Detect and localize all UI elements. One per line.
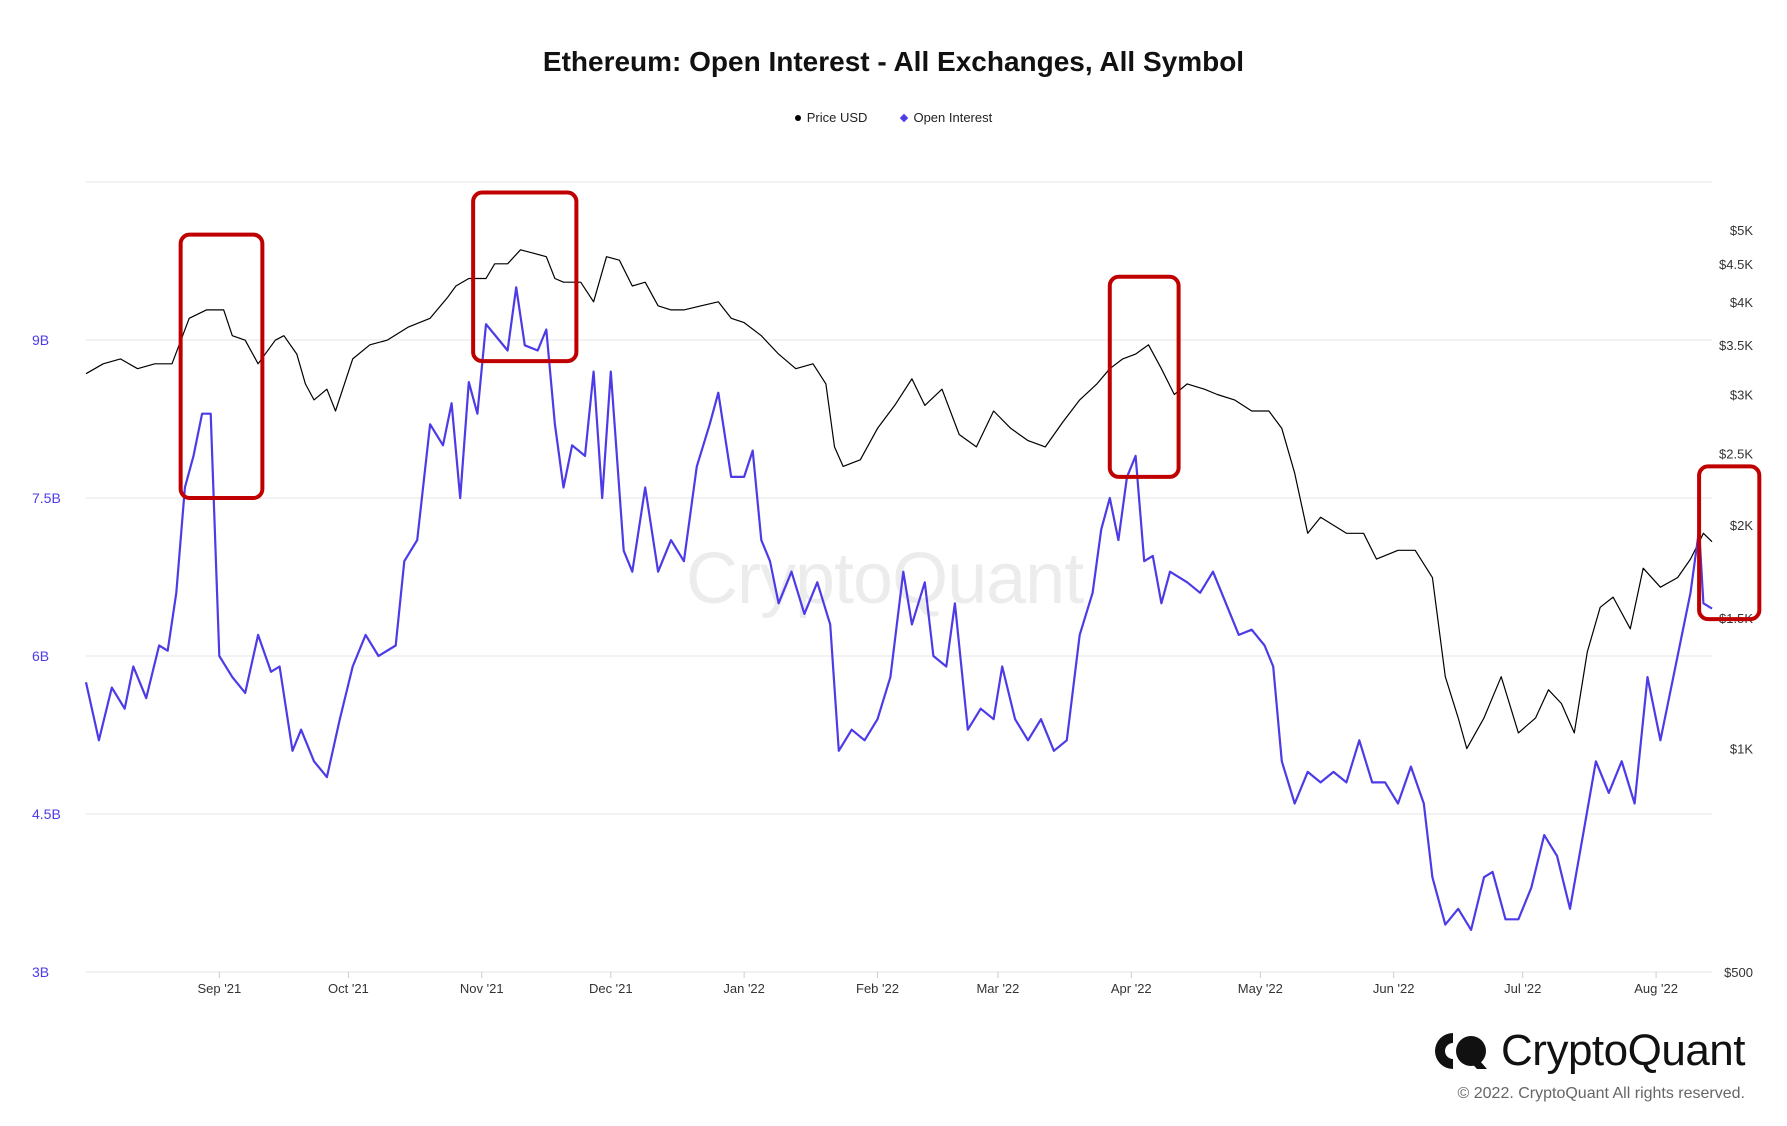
right-axis-tick-label: $2.5K — [1719, 446, 1753, 461]
x-tick-label: Apr '22 — [1111, 981, 1152, 996]
left-axis-tick-label: 9B — [32, 332, 49, 348]
right-axis-tick-label: $1K — [1730, 742, 1753, 757]
x-tick-label: Nov '21 — [460, 981, 504, 996]
left-axis-tick-label: 3B — [32, 964, 49, 980]
copyright-text: © 2022. CryptoQuant All rights reserved. — [1457, 1085, 1745, 1102]
x-tick-label: Jun '22 — [1373, 981, 1415, 996]
x-tick-label: Aug '22 — [1634, 981, 1678, 996]
legend-item-price[interactable]: Price USD — [794, 110, 868, 125]
highlight-box — [471, 190, 579, 364]
chart-title: Ethereum: Open Interest - All Exchanges,… — [542, 46, 1245, 77]
axis-layer: 3B4.5B6B7.5B9B$500$1K$1.5K$2K$2.5K$3K$3.… — [32, 223, 1753, 996]
highlight-box — [178, 232, 265, 501]
x-tick-label: Jul '22 — [1504, 981, 1541, 996]
annotation-layer — [178, 190, 1762, 622]
legend-label-open-interest: Open Interest — [913, 110, 993, 125]
x-tick-label: Mar '22 — [976, 981, 1019, 996]
x-tick-label: Sep '21 — [198, 981, 242, 996]
highlight-box — [1107, 274, 1181, 479]
series-layer — [84, 249, 1713, 931]
brand-name: CryptoQuant — [1501, 1026, 1745, 1075]
right-axis-tick-label: $5K — [1730, 223, 1753, 238]
price-usd-line — [85, 249, 1713, 750]
right-axis-tick-label: $3K — [1730, 387, 1753, 402]
grid-layer — [86, 181, 1712, 973]
open-interest-line — [84, 286, 1713, 931]
x-tick-label: May '22 — [1238, 981, 1283, 996]
legend-item-open-interest[interactable]: Open Interest — [900, 110, 993, 125]
highlight-box — [1697, 464, 1762, 622]
left-axis-tick-label: 7.5B — [32, 490, 61, 506]
right-axis-tick-label: $4K — [1730, 295, 1753, 310]
brand-logo: CryptoQuant — [1433, 1026, 1745, 1076]
right-axis-tick-label: $4.5K — [1719, 257, 1753, 272]
left-axis-tick-label: 6B — [32, 648, 49, 664]
x-tick-label: Jan '22 — [723, 981, 765, 996]
legend-label-price: Price USD — [806, 110, 868, 125]
x-tick-label: Oct '21 — [328, 981, 369, 996]
right-axis-tick-label: $2K — [1730, 518, 1753, 533]
legend-dot-icon — [794, 114, 801, 121]
left-axis-tick-label: 4.5B — [32, 806, 61, 822]
x-tick-label: Feb '22 — [856, 981, 899, 996]
cryptoquant-logo-icon — [1435, 1033, 1488, 1069]
right-axis-tick-label: $500 — [1724, 965, 1753, 980]
chart-legend: Price USD Open Interest — [0, 110, 1787, 125]
x-tick-label: Dec '21 — [589, 981, 633, 996]
right-axis-tick-label: $3.5K — [1719, 338, 1753, 353]
